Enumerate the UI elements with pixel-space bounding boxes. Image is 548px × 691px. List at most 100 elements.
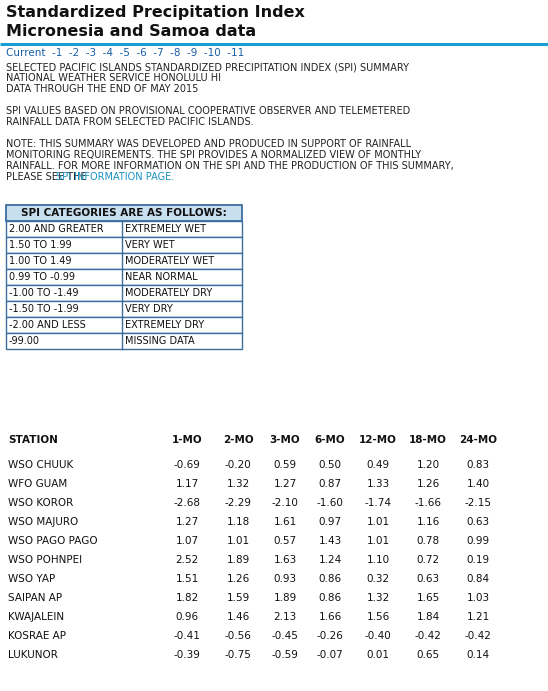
Text: 1.18: 1.18 — [226, 517, 250, 527]
Text: 2.00 AND GREATER: 2.00 AND GREATER — [9, 224, 104, 234]
Text: NATIONAL WEATHER SERVICE HONOLULU HI: NATIONAL WEATHER SERVICE HONOLULU HI — [6, 73, 221, 83]
Text: EXTREMELY DRY: EXTREMELY DRY — [125, 320, 204, 330]
Text: 1.24: 1.24 — [318, 555, 341, 565]
Text: 0.83: 0.83 — [466, 460, 489, 470]
Text: 0.72: 0.72 — [416, 555, 439, 565]
Text: 2-MO: 2-MO — [222, 435, 253, 445]
Text: VERY WET: VERY WET — [125, 240, 175, 250]
Text: NEAR NORMAL: NEAR NORMAL — [125, 272, 198, 282]
Text: -0.41: -0.41 — [174, 631, 201, 641]
Text: 18-MO: 18-MO — [409, 435, 447, 445]
Text: 1.03: 1.03 — [466, 593, 489, 603]
Text: 1.32: 1.32 — [367, 593, 390, 603]
Text: KOSRAE AP: KOSRAE AP — [8, 631, 66, 641]
Text: -99.00: -99.00 — [9, 336, 40, 346]
Text: LUKUNOR: LUKUNOR — [8, 650, 58, 660]
Text: 0.14: 0.14 — [466, 650, 489, 660]
Text: -1.60: -1.60 — [317, 498, 344, 508]
Bar — [6, 317, 242, 333]
Text: -1.50 TO -1.99: -1.50 TO -1.99 — [9, 304, 78, 314]
Text: 1.01: 1.01 — [226, 536, 249, 546]
Bar — [6, 285, 242, 301]
Text: NOTE: THIS SUMMARY WAS DEVELOPED AND PRODUCED IN SUPPORT OF RAINFALL: NOTE: THIS SUMMARY WAS DEVELOPED AND PRO… — [6, 139, 411, 149]
Text: 0.49: 0.49 — [367, 460, 390, 470]
Text: SPI CATEGORIES ARE AS FOLLOWS:: SPI CATEGORIES ARE AS FOLLOWS: — [21, 208, 227, 218]
Text: 0.63: 0.63 — [466, 517, 489, 527]
Text: 1.89: 1.89 — [273, 593, 296, 603]
Text: -0.26: -0.26 — [317, 631, 344, 641]
Text: 0.96: 0.96 — [175, 612, 198, 622]
Text: 0.84: 0.84 — [466, 574, 489, 584]
Text: 1.50 TO 1.99: 1.50 TO 1.99 — [9, 240, 72, 250]
Text: WSO CHUUK: WSO CHUUK — [8, 460, 73, 470]
Text: 1.26: 1.26 — [226, 574, 250, 584]
Text: -2.68: -2.68 — [174, 498, 201, 508]
Text: WFO GUAM: WFO GUAM — [8, 479, 67, 489]
Text: 1.63: 1.63 — [273, 555, 296, 565]
Text: 0.63: 0.63 — [416, 574, 439, 584]
Text: 1.66: 1.66 — [318, 612, 341, 622]
Text: 0.50: 0.50 — [318, 460, 341, 470]
Text: -0.75: -0.75 — [225, 650, 252, 660]
Text: 1.51: 1.51 — [175, 574, 198, 584]
Text: 1.61: 1.61 — [273, 517, 296, 527]
Text: 1.82: 1.82 — [175, 593, 198, 603]
Text: -1.00 TO -1.49: -1.00 TO -1.49 — [9, 288, 78, 298]
Text: 0.19: 0.19 — [466, 555, 489, 565]
Text: -2.00 AND LESS: -2.00 AND LESS — [9, 320, 85, 330]
Text: 0.57: 0.57 — [273, 536, 296, 546]
Text: SPI INFORMATION PAGE.: SPI INFORMATION PAGE. — [56, 172, 175, 182]
Text: RAINFALL. FOR MORE INFORMATION ON THE SPI AND THE PRODUCTION OF THIS SUMMARY,: RAINFALL. FOR MORE INFORMATION ON THE SP… — [6, 161, 454, 171]
Bar — [6, 333, 242, 349]
Text: 0.59: 0.59 — [273, 460, 296, 470]
Text: 1.16: 1.16 — [416, 517, 439, 527]
Text: 1.20: 1.20 — [416, 460, 439, 470]
Text: 1.27: 1.27 — [273, 479, 296, 489]
Text: 1.43: 1.43 — [318, 536, 341, 546]
Bar — [6, 301, 242, 317]
Text: 2.52: 2.52 — [175, 555, 198, 565]
Text: 0.78: 0.78 — [416, 536, 439, 546]
Text: 1.27: 1.27 — [175, 517, 198, 527]
Text: -0.07: -0.07 — [317, 650, 344, 660]
Text: SPI VALUES BASED ON PROVISIONAL COOPERATIVE OBSERVER AND TELEMETERED: SPI VALUES BASED ON PROVISIONAL COOPERAT… — [6, 106, 410, 116]
Text: -0.69: -0.69 — [174, 460, 201, 470]
Text: 0.32: 0.32 — [367, 574, 390, 584]
Text: WSO YAP: WSO YAP — [8, 574, 55, 584]
Text: MODERATELY DRY: MODERATELY DRY — [125, 288, 212, 298]
Text: 1.40: 1.40 — [466, 479, 489, 489]
Text: PLEASE SEE THE: PLEASE SEE THE — [6, 172, 90, 182]
Text: VERY DRY: VERY DRY — [125, 304, 173, 314]
Text: 1.01: 1.01 — [367, 517, 390, 527]
Text: 1.17: 1.17 — [175, 479, 198, 489]
Text: 2.13: 2.13 — [273, 612, 296, 622]
Text: 1.89: 1.89 — [226, 555, 250, 565]
Text: -0.39: -0.39 — [174, 650, 201, 660]
Text: -0.56: -0.56 — [225, 631, 252, 641]
Bar — [6, 237, 242, 253]
Text: 1.33: 1.33 — [367, 479, 390, 489]
Text: Current  -1  -2  -3  -4  -5  -6  -7  -8  -9  -10  -11: Current -1 -2 -3 -4 -5 -6 -7 -8 -9 -10 -… — [6, 48, 244, 58]
Bar — [6, 221, 242, 237]
Text: KWAJALEIN: KWAJALEIN — [8, 612, 64, 622]
Text: -2.10: -2.10 — [272, 498, 299, 508]
Text: 0.86: 0.86 — [318, 593, 341, 603]
Text: 1.00 TO 1.49: 1.00 TO 1.49 — [9, 256, 71, 266]
Text: Standardized Precipitation Index: Standardized Precipitation Index — [6, 5, 305, 20]
Text: RAINFALL DATA FROM SELECTED PACIFIC ISLANDS.: RAINFALL DATA FROM SELECTED PACIFIC ISLA… — [6, 117, 254, 127]
Text: -0.59: -0.59 — [272, 650, 299, 660]
Text: 3-MO: 3-MO — [270, 435, 300, 445]
Text: 1-MO: 1-MO — [172, 435, 202, 445]
Text: 0.99 TO -0.99: 0.99 TO -0.99 — [9, 272, 75, 282]
Text: 0.99: 0.99 — [466, 536, 489, 546]
Text: 1.26: 1.26 — [416, 479, 439, 489]
Text: -0.40: -0.40 — [364, 631, 391, 641]
Text: 24-MO: 24-MO — [459, 435, 497, 445]
Text: 1.10: 1.10 — [367, 555, 390, 565]
Text: -2.29: -2.29 — [225, 498, 252, 508]
Text: 1.46: 1.46 — [226, 612, 250, 622]
Text: MONITORING REQUIREMENTS. THE SPI PROVIDES A NORMALIZED VIEW OF MONTHLY: MONITORING REQUIREMENTS. THE SPI PROVIDE… — [6, 150, 421, 160]
Text: STATION: STATION — [8, 435, 58, 445]
Text: 0.93: 0.93 — [273, 574, 296, 584]
Text: 12-MO: 12-MO — [359, 435, 397, 445]
